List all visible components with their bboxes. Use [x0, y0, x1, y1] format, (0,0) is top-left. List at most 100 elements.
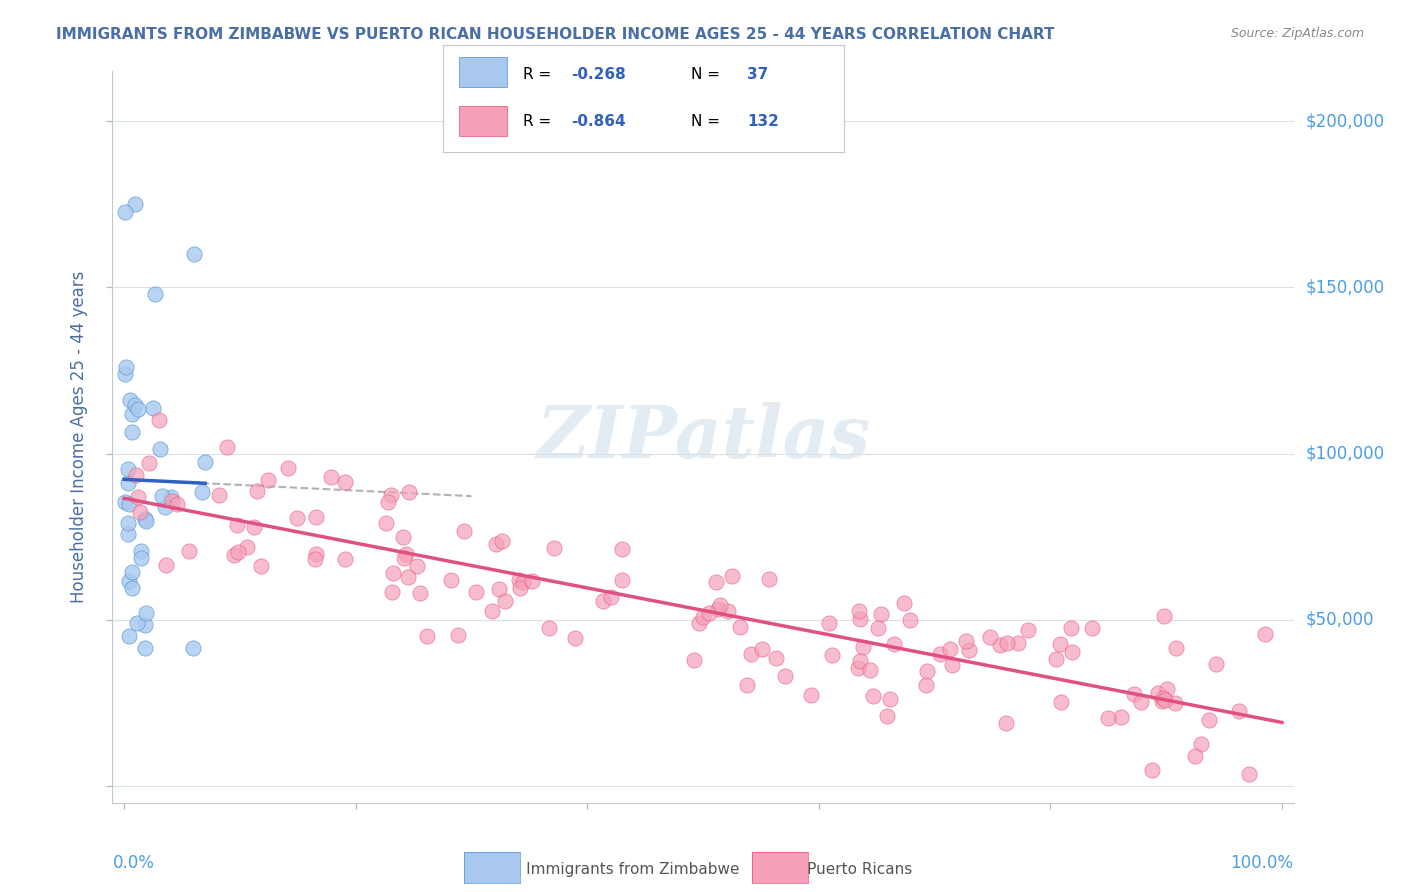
Point	[305, 509, 328, 524]
Point	[1017, 623, 1039, 637]
Point	[1097, 711, 1119, 725]
Point	[465, 585, 488, 599]
Point	[1156, 681, 1178, 696]
Point	[697, 607, 720, 621]
Point	[125, 467, 148, 482]
Point	[121, 581, 143, 595]
Point	[406, 559, 429, 574]
Point	[127, 402, 149, 417]
Point	[848, 612, 870, 626]
Point	[543, 541, 565, 556]
Point	[215, 440, 238, 454]
Point	[1081, 621, 1104, 635]
Point	[374, 516, 396, 530]
Point	[995, 716, 1018, 731]
Point	[728, 620, 751, 634]
Text: $150,000: $150,000	[1305, 278, 1385, 296]
Point	[1189, 737, 1212, 751]
Point	[1045, 652, 1067, 666]
Point	[1152, 693, 1174, 707]
Point	[1049, 637, 1071, 651]
Point	[928, 647, 950, 661]
Point	[883, 637, 905, 651]
Point	[852, 640, 875, 654]
Point	[440, 573, 463, 587]
Point	[846, 661, 869, 675]
Point	[377, 495, 399, 509]
Point	[692, 609, 714, 624]
Point	[1060, 622, 1083, 636]
Point	[127, 616, 149, 631]
Point	[257, 473, 280, 487]
Point	[1239, 767, 1261, 781]
Point	[124, 399, 146, 413]
Point	[868, 621, 890, 635]
Text: 132: 132	[748, 114, 779, 129]
Point	[564, 631, 586, 645]
Point	[243, 519, 266, 533]
Point	[129, 551, 152, 566]
Point	[381, 584, 404, 599]
Point	[246, 484, 269, 499]
Point	[915, 677, 938, 691]
Point	[612, 573, 634, 587]
Point	[858, 663, 880, 677]
Point	[1111, 710, 1133, 724]
Point	[520, 574, 543, 588]
Point	[765, 650, 787, 665]
Point	[1154, 693, 1177, 707]
Point	[142, 401, 165, 415]
Point	[121, 407, 143, 421]
Point	[1184, 749, 1206, 764]
Point	[129, 543, 152, 558]
Point	[235, 540, 257, 554]
Point	[1007, 636, 1029, 650]
Point	[821, 648, 844, 662]
Point	[194, 454, 217, 468]
Point	[162, 494, 184, 508]
Point	[117, 527, 139, 541]
Point	[416, 629, 439, 643]
Point	[124, 197, 146, 211]
Point	[117, 516, 139, 530]
Point	[740, 647, 762, 661]
Point	[941, 658, 963, 673]
Point	[957, 642, 980, 657]
Text: N =: N =	[692, 67, 725, 82]
Text: N =: N =	[692, 114, 725, 129]
Point	[817, 615, 839, 630]
Point	[285, 511, 308, 525]
Text: $100,000: $100,000	[1305, 445, 1385, 463]
Text: -0.864: -0.864	[571, 114, 626, 129]
Bar	[458, 105, 508, 136]
Point	[494, 594, 516, 608]
Point	[392, 550, 415, 565]
Point	[1050, 695, 1073, 709]
Point	[134, 641, 156, 656]
Point	[382, 566, 405, 581]
Point	[222, 548, 245, 562]
Point	[512, 574, 534, 589]
Point	[800, 688, 823, 702]
Text: 0.0%: 0.0%	[112, 854, 155, 872]
Text: Puerto Ricans: Puerto Ricans	[773, 863, 912, 877]
Point	[249, 558, 271, 573]
Point	[491, 533, 513, 548]
Y-axis label: Householder Income Ages 25 - 44 years: Householder Income Ages 25 - 44 years	[70, 271, 89, 603]
Point	[481, 604, 503, 618]
Point	[592, 594, 614, 608]
Point	[117, 462, 139, 476]
Point	[1198, 713, 1220, 727]
Point	[159, 490, 181, 504]
Point	[207, 488, 229, 502]
Point	[1164, 697, 1187, 711]
Point	[955, 634, 977, 648]
Point	[509, 581, 531, 595]
Point	[149, 442, 172, 456]
Point	[709, 598, 731, 612]
Point	[879, 691, 901, 706]
Point	[155, 558, 177, 573]
Point	[150, 489, 173, 503]
Point	[304, 547, 326, 561]
Point	[876, 709, 898, 723]
